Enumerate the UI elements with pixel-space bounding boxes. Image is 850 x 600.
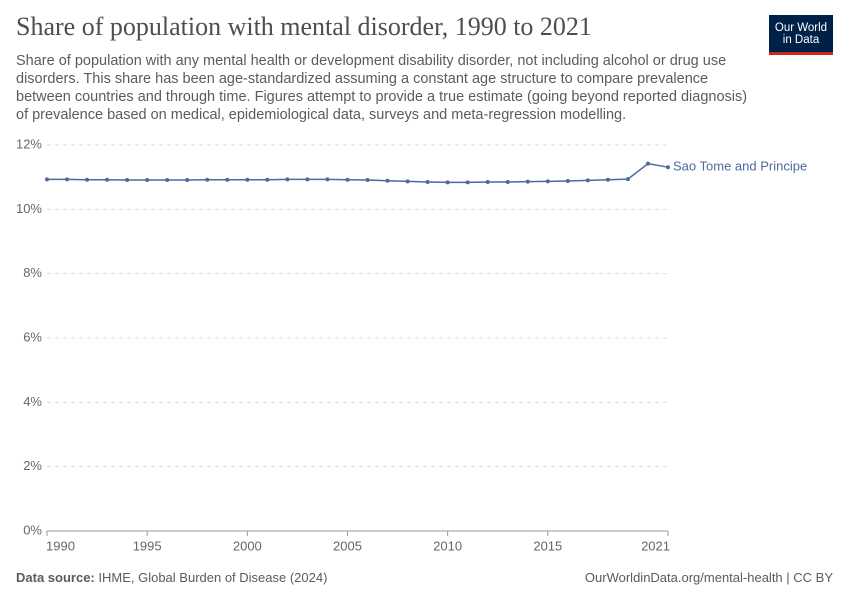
point <box>645 161 650 166</box>
point <box>105 177 110 182</box>
point <box>305 177 310 182</box>
source-text: IHME, Global Burden of Disease (2024) <box>98 570 328 585</box>
point <box>405 179 410 184</box>
x-tick-label: 1995 <box>133 538 162 553</box>
point <box>485 179 490 184</box>
line <box>47 162 669 184</box>
point <box>45 177 49 182</box>
source-label: Data source: <box>16 570 95 585</box>
point <box>465 180 470 185</box>
point <box>65 177 70 182</box>
logo-text: Our World <box>774 21 828 34</box>
point <box>185 178 190 183</box>
point <box>265 177 270 182</box>
series-label: Sao Tome and Principe <box>673 159 807 174</box>
x-tick-label: 2000 <box>233 538 262 553</box>
url[interactable]: OurWorldinData.org/mental-health | CC BY <box>584 570 833 585</box>
point <box>225 177 230 182</box>
source: Data source: IHME, Global Burden of Dise… <box>16 570 327 585</box>
y-tick-label: 6% <box>23 329 42 344</box>
point <box>565 179 570 184</box>
point <box>385 178 390 183</box>
point <box>285 177 290 182</box>
x-tick-label: 2015 <box>533 538 562 553</box>
point <box>125 178 130 183</box>
point <box>345 177 350 182</box>
point <box>505 179 510 184</box>
logo[interactable]: Our World in Data <box>769 15 833 55</box>
point <box>165 178 170 183</box>
point <box>545 179 550 184</box>
logo-text: in Data <box>782 33 820 46</box>
point <box>445 180 450 185</box>
point <box>585 178 590 183</box>
y-tick-label: 8% <box>23 265 42 280</box>
point <box>605 177 610 182</box>
point <box>525 179 530 184</box>
y-tick-label: 4% <box>23 394 42 409</box>
point <box>365 178 370 183</box>
point <box>145 178 150 183</box>
x-tick-label: 1990 <box>46 538 75 553</box>
point <box>245 177 250 182</box>
y-tick-label: 12% <box>16 136 42 151</box>
point <box>205 177 210 182</box>
y-tick-label: 10% <box>16 201 42 216</box>
point <box>666 165 670 170</box>
x-tick-label: 2010 <box>433 538 462 553</box>
y-tick-label: 0% <box>23 522 42 537</box>
point <box>425 179 430 184</box>
x-tick-label: 2021 <box>641 538 670 553</box>
y-tick-label: 2% <box>23 458 42 473</box>
chart-subtitle: Share of population with any mental heal… <box>16 53 748 123</box>
chart-title: Share of population with mental disorder… <box>16 12 592 41</box>
point <box>325 177 330 182</box>
point <box>625 177 630 182</box>
x-tick-label: 2005 <box>333 538 362 553</box>
point <box>85 177 90 182</box>
